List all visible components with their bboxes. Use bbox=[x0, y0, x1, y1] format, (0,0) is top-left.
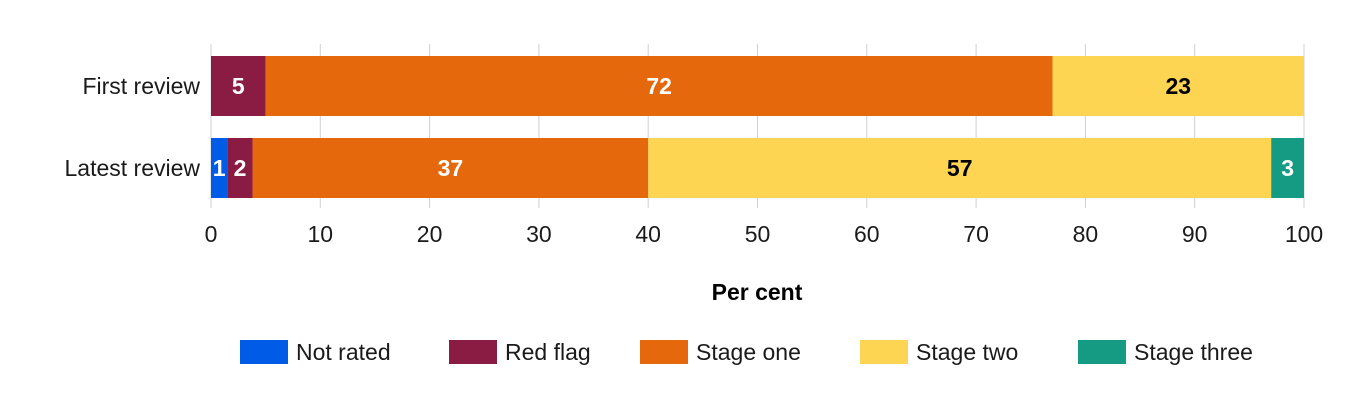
x-axis-title: Per cent bbox=[712, 279, 803, 305]
data-label-1-1: 2 bbox=[234, 155, 247, 181]
x-tick-label-7: 70 bbox=[963, 221, 989, 247]
data-label-0-2: 72 bbox=[646, 73, 672, 99]
x-tick-label-2: 20 bbox=[417, 221, 443, 247]
x-tick-label-0: 0 bbox=[205, 221, 218, 247]
bar-segment-0-2 bbox=[265, 56, 1053, 116]
legend-item-4: Stage three bbox=[1078, 339, 1253, 365]
category-label-0: First review bbox=[82, 73, 200, 99]
legend-label-1: Red flag bbox=[505, 339, 591, 365]
bar-segment-1-1 bbox=[227, 138, 253, 198]
x-tick-label-10: 100 bbox=[1285, 221, 1323, 247]
bars: 5 72 23 1 2 37 57 3 bbox=[211, 56, 1304, 198]
x-tick-label-3: 30 bbox=[526, 221, 552, 247]
bar-segment-1-4 bbox=[1271, 138, 1304, 198]
x-tick-label-8: 80 bbox=[1073, 221, 1099, 247]
legend-item-3: Stage two bbox=[860, 339, 1018, 365]
legend-swatch-4 bbox=[1078, 340, 1126, 364]
legend-label-4: Stage three bbox=[1134, 339, 1253, 365]
legend-swatch-3 bbox=[860, 340, 908, 364]
x-tick-label-9: 90 bbox=[1182, 221, 1208, 247]
bar-segment-1-3 bbox=[648, 138, 1272, 198]
category-labels: First review Latest review bbox=[64, 73, 200, 181]
x-axis-ticks: 0 10 20 30 40 50 60 70 80 90 100 bbox=[205, 221, 1324, 247]
legend-label-2: Stage one bbox=[696, 339, 801, 365]
legend: Not rated Red flag Stage one Stage two Stage… bbox=[240, 339, 1253, 365]
legend-item-2: Stage one bbox=[640, 339, 801, 365]
x-tick-label-5: 50 bbox=[745, 221, 771, 247]
legend-label-0: Not rated bbox=[296, 339, 391, 365]
legend-swatch-0 bbox=[240, 340, 288, 364]
data-label-1-3: 57 bbox=[947, 155, 973, 181]
x-tick-label-4: 40 bbox=[635, 221, 661, 247]
data-label-0-3: 23 bbox=[1166, 73, 1192, 99]
data-label-1-0: 1 bbox=[213, 155, 226, 181]
legend-label-3: Stage two bbox=[916, 339, 1018, 365]
category-label-1: Latest review bbox=[64, 155, 200, 181]
legend-swatch-1 bbox=[449, 340, 497, 364]
data-label-1-2: 37 bbox=[438, 155, 464, 181]
legend-item-1: Red flag bbox=[449, 339, 591, 365]
bar-segment-0-1 bbox=[211, 56, 266, 116]
bar-segment-1-0 bbox=[211, 138, 228, 198]
data-label-0-1: 5 bbox=[232, 73, 245, 99]
bar-segment-0-3 bbox=[1052, 56, 1304, 116]
bar-segment-1-2 bbox=[252, 138, 649, 198]
x-tick-label-1: 10 bbox=[308, 221, 334, 247]
legend-item-0: Not rated bbox=[240, 339, 391, 365]
legend-swatch-2 bbox=[640, 340, 688, 364]
x-tick-label-6: 60 bbox=[854, 221, 880, 247]
data-label-1-4: 3 bbox=[1281, 155, 1294, 181]
